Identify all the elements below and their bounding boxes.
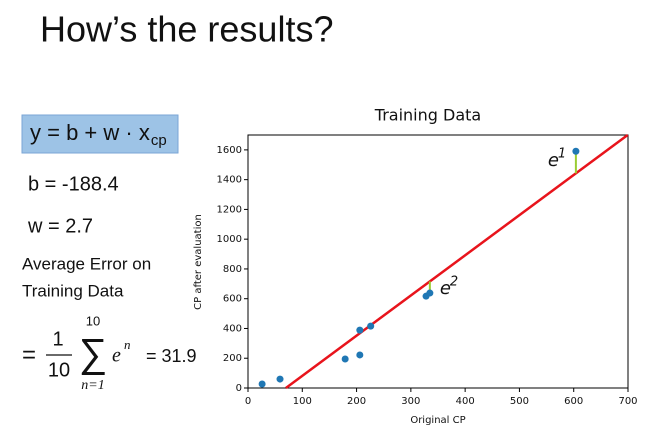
error-label: Training Data: [22, 281, 124, 300]
bias-text: b = -188.4: [28, 173, 119, 195]
error-label: Average Error on: [22, 254, 151, 273]
model-box: [21, 114, 179, 154]
annotation: e: [548, 150, 559, 171]
x-tick-label: 300: [401, 396, 420, 407]
model-subscript: cp: [151, 132, 167, 149]
point: [572, 147, 580, 155]
point: [356, 326, 364, 334]
weight-text: w = 2.7: [27, 215, 93, 237]
y-tick-label: 400: [223, 323, 242, 334]
y-tick-label: 600: [223, 294, 242, 305]
sum-bottom: n=1: [81, 378, 104, 393]
sum-top: 10: [86, 313, 100, 328]
point: [356, 351, 364, 359]
point: [341, 355, 349, 363]
fraction-num: 1: [52, 328, 63, 350]
plot-frame: [247, 134, 629, 389]
chart: Training Data Original CP CP after evalu…: [193, 106, 638, 427]
y-tick-label: 0: [236, 383, 242, 394]
point: [426, 289, 434, 297]
formula-eq: =: [22, 341, 36, 368]
slide-title: How’s the results?: [40, 9, 333, 50]
annotation: e: [440, 278, 451, 299]
model-formula: y = b + w · x: [30, 120, 150, 145]
y-tick-label: 200: [223, 353, 242, 364]
x-tick-label: 200: [347, 396, 366, 407]
x-tick-label: 500: [510, 396, 529, 407]
y-axis-label: CP after evaluation: [193, 214, 204, 310]
y-tick-label: 1000: [217, 234, 242, 245]
point: [367, 322, 375, 330]
x-tick-label: 600: [564, 396, 583, 407]
y-tick-label: 1600: [217, 145, 242, 156]
x-tick-label: 700: [618, 396, 637, 407]
fit-line: [285, 133, 629, 390]
x-tick-label: 100: [293, 396, 312, 407]
x-tick-label: 0: [245, 396, 251, 407]
x-axis-label: Original CP: [410, 415, 465, 426]
sigma: ∑: [79, 332, 108, 376]
annotation-sup: 1: [558, 147, 566, 162]
term-sup: n: [124, 337, 131, 352]
fraction-den: 10: [48, 359, 70, 381]
y-tick-label: 1400: [217, 175, 242, 186]
point: [276, 375, 284, 383]
annotation-sup: 2: [450, 275, 458, 290]
term: e: [112, 345, 121, 367]
y-tick-label: 800: [223, 264, 242, 275]
y-tick-label: 1200: [217, 204, 242, 215]
formula-result: = 31.9: [146, 346, 197, 366]
x-tick-label: 400: [456, 396, 475, 407]
chart-title: Training Data: [374, 106, 481, 125]
point: [258, 380, 266, 388]
